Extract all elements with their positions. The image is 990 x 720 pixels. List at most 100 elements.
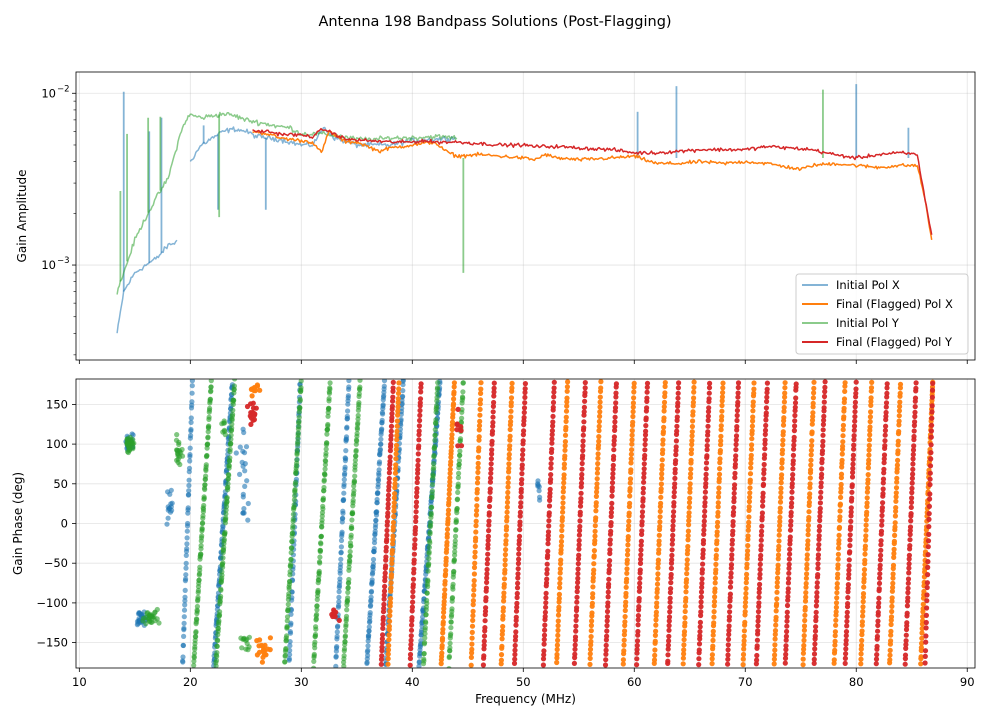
phase-point [674,423,680,429]
phase-point [866,457,872,463]
phase-point [421,650,427,657]
phase-point [392,470,398,476]
phase-point [512,656,518,662]
phase-point [745,548,751,554]
phase-point [887,652,893,658]
phase-point [657,508,663,514]
phase-point [418,384,424,391]
phase-point [181,633,187,640]
phase-point [393,446,399,452]
phase-point [712,575,719,581]
phase-point [846,575,852,581]
phase-point [747,471,754,477]
phase-point [353,447,359,453]
phase-point [754,652,760,659]
phase-point [366,624,372,630]
phase-point [622,622,628,629]
phase-point [469,635,475,641]
phase-point [820,421,827,428]
phase-point [801,627,808,633]
phase-point [689,433,695,439]
phase-point [665,646,671,652]
phase-point [341,663,347,668]
phase-point [809,429,815,435]
phase-point [733,441,739,448]
phase-point [713,552,719,559]
phase-point [858,661,864,667]
phase-point [887,647,893,654]
phase-point [558,538,565,545]
phase-point [838,485,844,491]
legend-label-initial-y: Initial Pol Y [836,316,900,330]
phase-point [191,662,197,668]
phase-point [482,618,488,624]
phase-point [884,381,890,387]
phase-point [864,489,871,495]
phase-point [844,614,850,620]
phase-point [667,604,673,610]
phase-point [821,393,828,400]
phase-point [907,531,913,538]
phase-point [718,438,724,444]
phase-point [658,494,664,500]
phase-point [896,413,902,419]
phase-point [761,467,767,473]
phase-point [233,450,239,456]
phase-point [572,651,578,657]
phase-point [696,647,702,653]
phase-point [895,438,901,444]
phase-point [478,380,484,386]
phase-point [785,594,791,600]
phase-point [592,523,598,529]
phase-point [659,457,665,463]
phase-point [607,547,613,553]
phase-point [352,461,358,467]
phase-point [256,643,262,649]
phase-point [541,632,548,638]
phase-point [815,561,821,567]
phase-point [669,541,675,547]
phase-point [709,656,715,662]
phase-point [774,575,781,581]
phase-point [487,495,493,501]
phase-point [836,537,842,544]
phase-point [906,570,912,576]
phase-point [480,662,486,668]
phase-point [627,500,633,506]
phase-point [700,547,706,553]
phase-point [453,518,459,525]
phase-point [928,434,934,440]
phase-point [920,601,926,607]
phase-point [487,486,493,492]
phase-point [803,590,809,596]
phase-point [380,621,386,627]
phase-point [771,661,777,667]
phase-point [719,413,725,420]
phase-point [801,633,807,639]
phase-point [814,590,820,596]
phase-point [888,632,894,638]
phase-point [666,614,673,620]
phase-point [746,504,752,510]
phase-point [704,447,710,453]
phase-point [515,575,521,581]
phase-point [850,461,856,467]
phase-point [189,390,195,396]
phase-point [220,560,226,566]
phase-point [910,471,916,477]
phase-point [477,406,483,412]
phase-point [407,651,414,658]
phase-point [666,618,672,624]
phase-point [137,610,143,617]
phase-point [254,638,260,644]
phase-point [703,471,709,477]
phase-point [734,424,740,430]
phase-point [835,571,841,577]
phase-point [559,514,566,521]
phase-point [624,557,630,563]
phase-point [582,380,588,386]
phase-point [232,379,238,382]
phase-point [784,602,791,609]
phase-point [891,538,898,545]
phase-point [384,536,390,543]
